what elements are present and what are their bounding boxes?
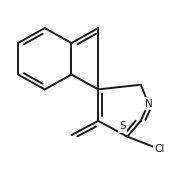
Text: N: N (145, 99, 152, 109)
Text: S: S (119, 121, 126, 131)
Text: Cl: Cl (154, 144, 165, 154)
Text: S: S (119, 121, 126, 131)
Text: N: N (145, 99, 152, 109)
Text: Cl: Cl (154, 144, 165, 154)
